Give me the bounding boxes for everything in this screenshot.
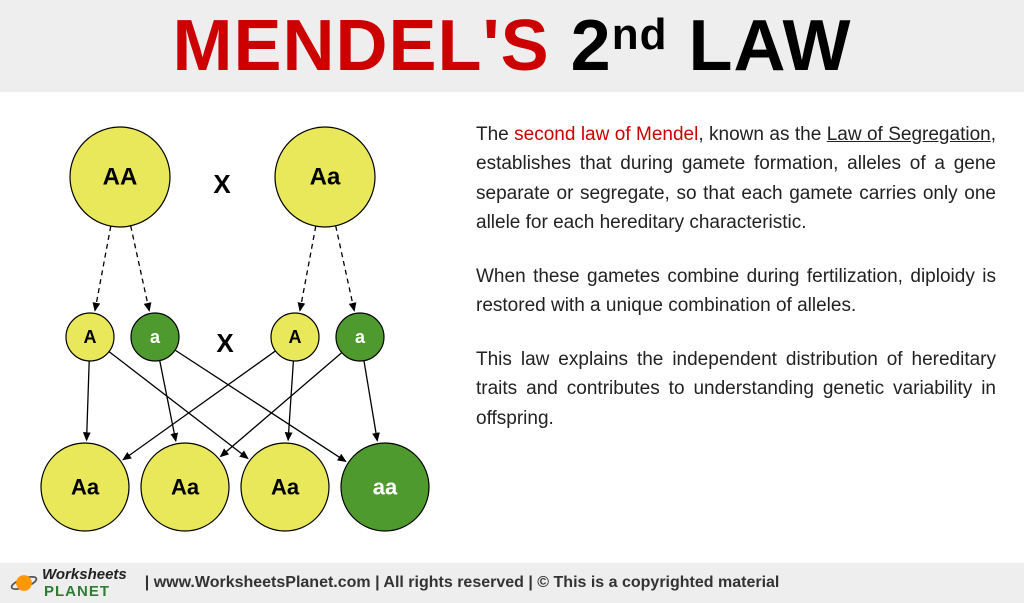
footer-logo-line1: Worksheets bbox=[42, 566, 127, 583]
title-superscript: nd bbox=[612, 10, 668, 59]
title-part-law: LAW bbox=[689, 6, 852, 86]
segregation-diagram: AAAaAaAaAaAaAaaa XX bbox=[25, 112, 435, 552]
svg-text:Aa: Aa bbox=[271, 475, 300, 500]
main-content: AAAaAaAaAaAaAaaa XX The second law of Me… bbox=[0, 92, 1024, 563]
paragraph-1: The second law of Mendel, known as the L… bbox=[476, 120, 996, 238]
p1-highlight: second law of Mendel bbox=[514, 124, 698, 145]
title-part-2: 2 bbox=[571, 6, 612, 86]
node-p2: Aa bbox=[275, 127, 375, 227]
svg-text:Aa: Aa bbox=[310, 164, 341, 191]
edge-g3-o1 bbox=[123, 351, 275, 460]
node-g3: A bbox=[271, 313, 319, 361]
node-o3: Aa bbox=[241, 443, 329, 531]
edge-g4-o4 bbox=[364, 361, 377, 441]
paragraph-2: When these gametes combine during fertil… bbox=[476, 262, 996, 321]
diagram-column: AAAaAaAaAaAaAaaa XX bbox=[0, 92, 460, 563]
svg-text:Aa: Aa bbox=[171, 475, 200, 500]
svg-text:A: A bbox=[289, 327, 302, 347]
footer-bar: Worksheets PLANET | www.WorksheetsPlanet… bbox=[0, 563, 1024, 603]
svg-text:Aa: Aa bbox=[71, 475, 100, 500]
edge-g2-o4 bbox=[175, 350, 346, 461]
cross-symbol-1: X bbox=[216, 328, 234, 358]
edge-p1-g2 bbox=[131, 226, 150, 311]
svg-text:aa: aa bbox=[373, 475, 398, 500]
svg-text:AA: AA bbox=[103, 164, 138, 191]
svg-text:A: A bbox=[84, 327, 97, 347]
footer-logo-text: Worksheets PLANET bbox=[42, 566, 127, 600]
node-o4: aa bbox=[341, 443, 429, 531]
node-o2: Aa bbox=[141, 443, 229, 531]
node-o1: Aa bbox=[41, 443, 129, 531]
edge-g4-o2 bbox=[221, 353, 342, 457]
cross-symbol-0: X bbox=[213, 169, 231, 199]
footer-copyright: | www.WorksheetsPlanet.com | All rights … bbox=[141, 574, 780, 592]
page-title: MENDEL'S 2nd LAW bbox=[173, 5, 852, 87]
footer-logo: Worksheets PLANET bbox=[0, 563, 141, 603]
text-column: The second law of Mendel, known as the L… bbox=[460, 92, 1024, 563]
edge-g1-o1 bbox=[87, 361, 90, 440]
edge-g3-o3 bbox=[288, 361, 293, 440]
edge-g1-o3 bbox=[109, 352, 248, 459]
planet-icon bbox=[10, 569, 38, 597]
svg-text:a: a bbox=[355, 327, 366, 347]
header-banner: MENDEL'S 2nd LAW bbox=[0, 0, 1024, 92]
edge-p1-g1 bbox=[95, 226, 111, 310]
footer-logo-line2: PLANET bbox=[44, 583, 127, 600]
p1-text-b: , known as the bbox=[698, 124, 826, 145]
edge-p2-g3 bbox=[300, 226, 316, 310]
node-g1: A bbox=[66, 313, 114, 361]
p1-underline: Law of Segregation bbox=[827, 124, 991, 145]
p1-text-a: The bbox=[476, 124, 514, 145]
node-g2: a bbox=[131, 313, 179, 361]
svg-text:a: a bbox=[150, 327, 161, 347]
node-g4: a bbox=[336, 313, 384, 361]
paragraph-3: This law explains the independent distri… bbox=[476, 345, 996, 433]
edge-p2-g4 bbox=[336, 226, 355, 311]
title-part-red: MENDEL'S bbox=[173, 6, 550, 86]
node-p1: AA bbox=[70, 127, 170, 227]
